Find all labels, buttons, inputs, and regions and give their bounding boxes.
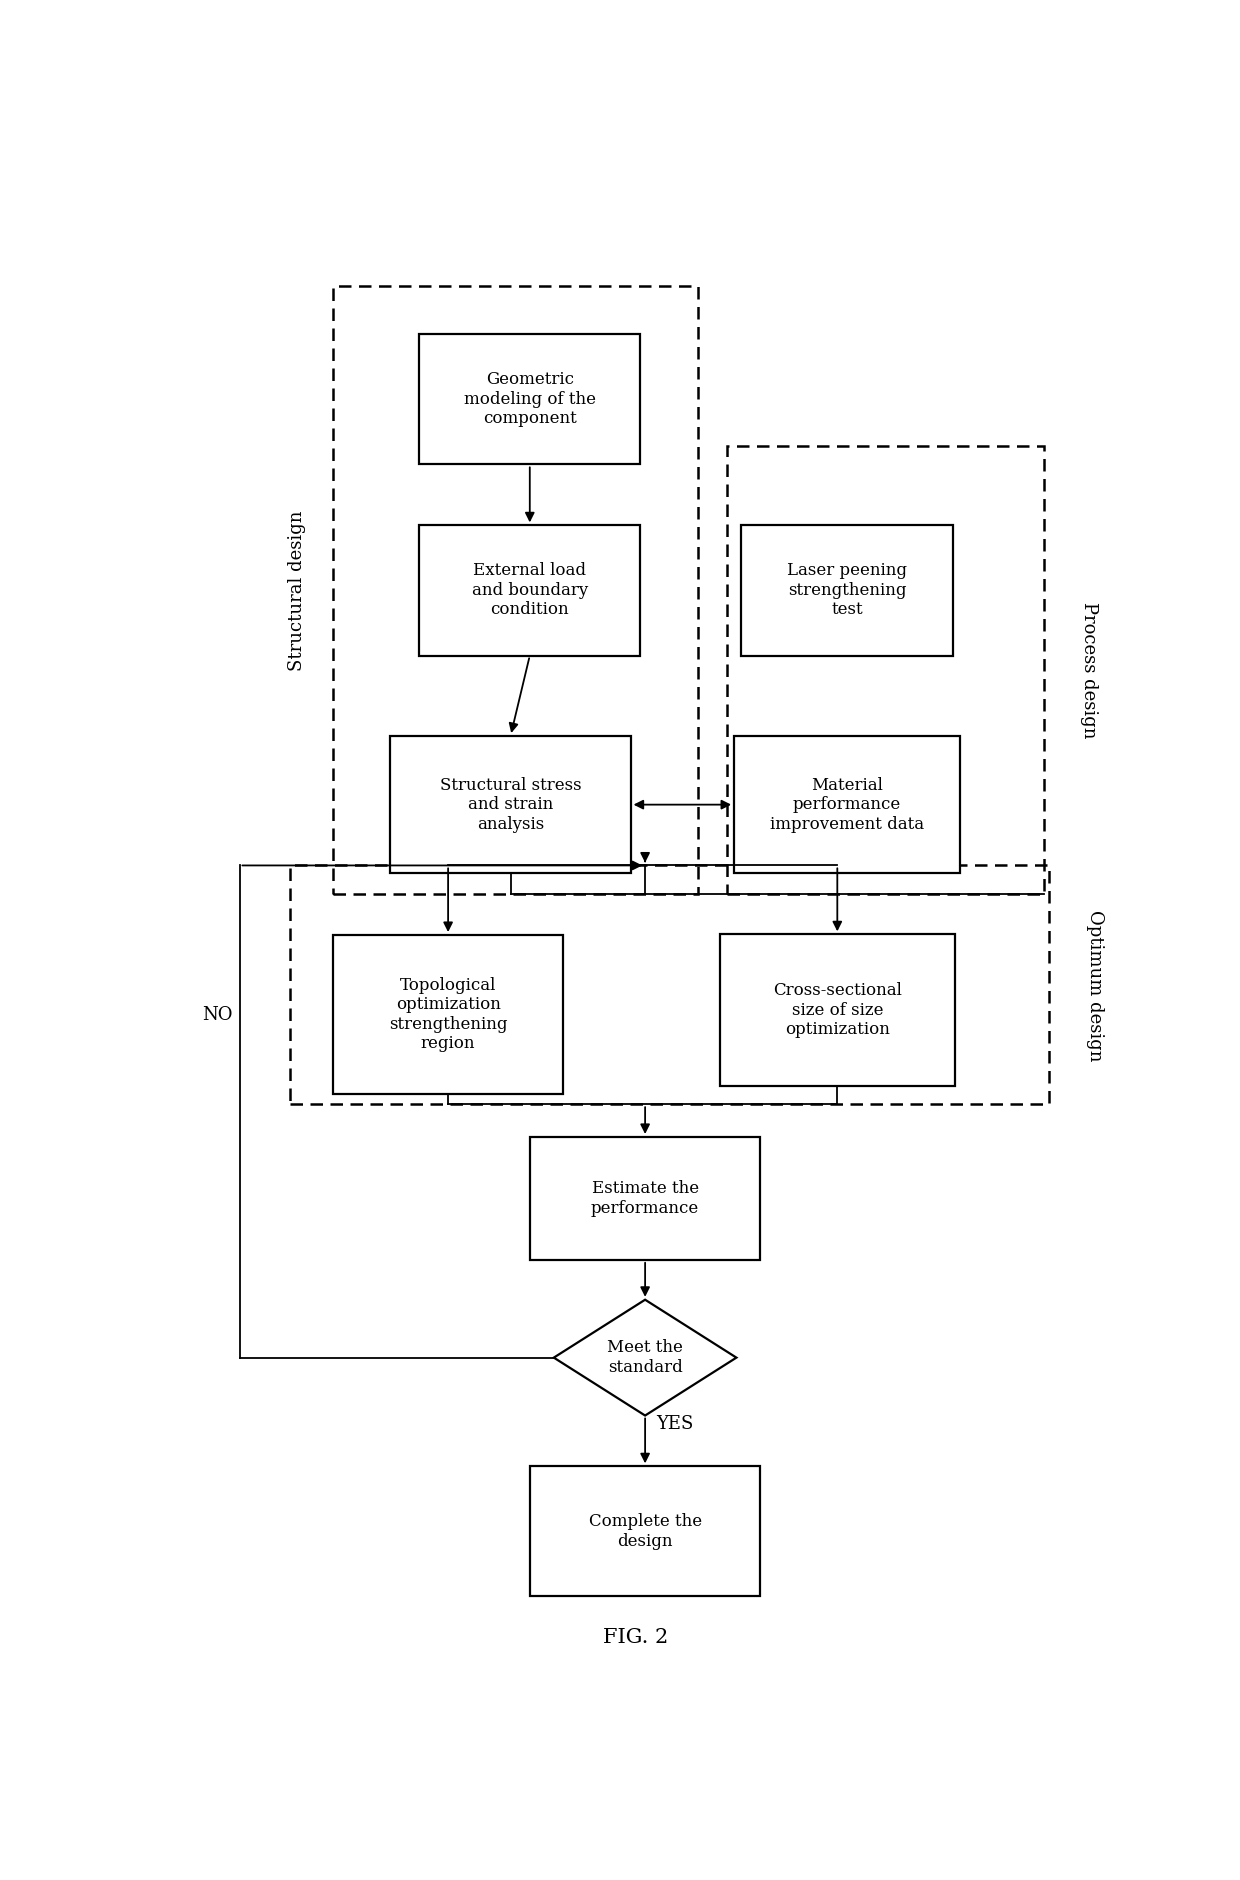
Text: Geometric
modeling of the
component: Geometric modeling of the component — [464, 370, 595, 427]
Text: Cross-sectional
size of size
optimization: Cross-sectional size of size optimizatio… — [773, 981, 901, 1038]
Text: NO: NO — [202, 1006, 233, 1023]
FancyBboxPatch shape — [391, 735, 631, 874]
Text: Structural stress
and strain
analysis: Structural stress and strain analysis — [440, 776, 582, 833]
Text: Complete the
design: Complete the design — [589, 1513, 702, 1549]
FancyBboxPatch shape — [742, 525, 952, 656]
FancyBboxPatch shape — [419, 335, 640, 464]
FancyBboxPatch shape — [734, 735, 960, 874]
Text: Topological
optimization
strengthening
region: Topological optimization strengthening r… — [389, 976, 507, 1053]
FancyBboxPatch shape — [332, 934, 563, 1094]
Text: Optimum design: Optimum design — [1086, 910, 1104, 1062]
Text: External load
and boundary
condition: External load and boundary condition — [471, 562, 588, 619]
Text: Structural design: Structural design — [288, 509, 306, 671]
Text: Material
performance
improvement data: Material performance improvement data — [770, 776, 924, 833]
FancyBboxPatch shape — [419, 525, 640, 656]
Text: Laser peening
strengthening
test: Laser peening strengthening test — [787, 562, 906, 619]
FancyBboxPatch shape — [529, 1137, 760, 1260]
Text: Estimate the
performance: Estimate the performance — [591, 1181, 699, 1216]
FancyBboxPatch shape — [719, 934, 955, 1087]
Text: Process design: Process design — [1080, 602, 1099, 739]
FancyBboxPatch shape — [529, 1466, 760, 1596]
Text: Meet the
standard: Meet the standard — [608, 1339, 683, 1376]
Text: FIG. 2: FIG. 2 — [603, 1628, 668, 1647]
Text: YES: YES — [657, 1416, 694, 1433]
